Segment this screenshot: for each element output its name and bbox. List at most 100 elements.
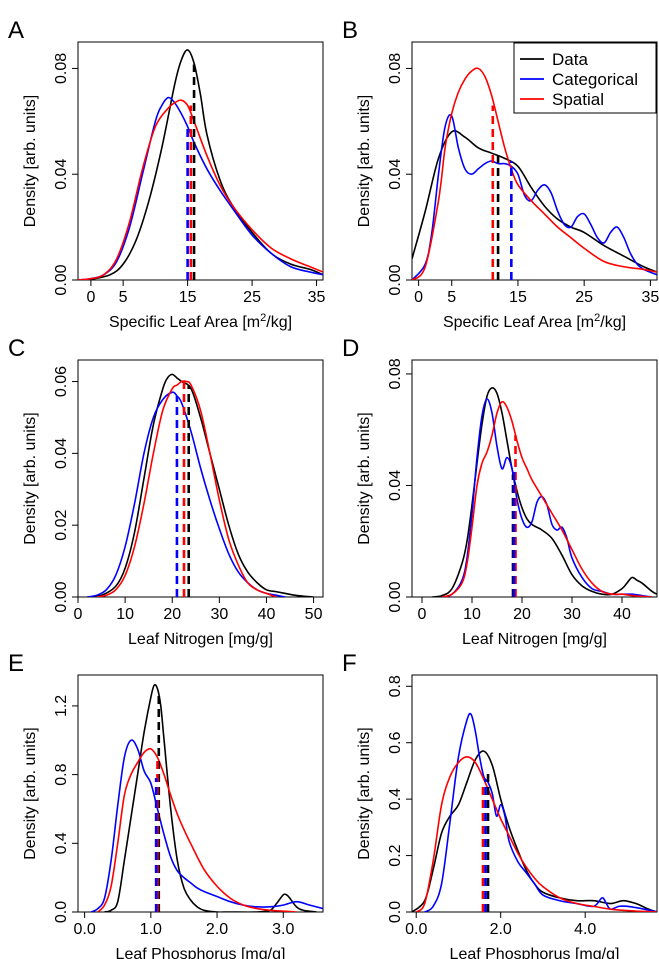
plot-frame: [411, 674, 658, 913]
x-tick-label: 10: [463, 606, 481, 623]
x-tick-label: 5: [447, 289, 456, 306]
y-tick-label: 1.2: [53, 695, 70, 717]
plot-frame: [411, 359, 658, 598]
plot-frame: [77, 674, 324, 913]
panel-a: A 0 5 15 25 35 0.00 0.04 0.08 Specific Leaf Area …: [8, 17, 326, 331]
series-spatial-curve: [415, 756, 657, 912]
x-axis-label: Specific Leaf Area [m2/kg]: [443, 312, 626, 331]
y-tick-label: 0.00: [53, 581, 70, 612]
panel-label: E: [8, 650, 24, 677]
series-data-curve: [104, 683, 317, 912]
x-tick-label: 2.0: [490, 921, 512, 938]
y-tick-label: 0.02: [53, 510, 70, 541]
panel-b: B 0 5 15 25 35 0.00 0.04 0.08 Specific Leaf Area …: [342, 17, 659, 331]
panel-label: D: [342, 335, 359, 362]
series-data-curve: [412, 750, 657, 912]
legend-label: Categorical: [552, 70, 638, 89]
series-spatial-curve: [441, 400, 653, 597]
series-group: [90, 683, 323, 912]
legend-label: Data: [552, 50, 588, 69]
x-tick-label: 0.0: [405, 921, 427, 938]
x-axis-label: Leaf Phosphorus [mg/g]: [450, 946, 620, 959]
x-tick-label: 15: [509, 289, 527, 306]
y-tick-label: 0.00: [387, 581, 404, 612]
x-tick-label: 1.0: [140, 921, 162, 938]
series-categorical-curve: [412, 114, 657, 280]
plot-frame: [77, 359, 324, 598]
panel-d: D 0 10 20 30 40 0.00 0.04 0.08 Leaf Nitrogen [mg/…: [342, 335, 658, 648]
series-categorical-curve: [424, 712, 657, 912]
x-tick-label: 10: [116, 606, 134, 623]
series-spatial-curve: [412, 67, 657, 280]
panel-e: E 0.0 1.0 2.0 3.0 0.0 0.4 0.8 1.2 Leaf Phosphorus…: [8, 650, 324, 959]
x-axis-label: Leaf Nitrogen [mg/g]: [462, 631, 607, 648]
series-categorical-curve: [441, 398, 653, 597]
y-tick-label: 0.08: [387, 358, 404, 389]
x-tick-label: 30: [563, 606, 581, 623]
y-tick-label: 0.8: [387, 675, 404, 697]
x-tick-label: 25: [243, 289, 261, 306]
x-tick-label: 0: [86, 289, 95, 306]
panel-label: F: [342, 650, 357, 677]
x-tick-label: 2.0: [206, 921, 228, 938]
plot-frame: [411, 41, 658, 281]
series-data-curve: [78, 49, 323, 280]
x-tick-label: 0.0: [73, 921, 95, 938]
y-axis-label: Density [arb. units]: [22, 727, 39, 860]
y-tick-label: 0.06: [53, 366, 70, 397]
series-categorical-curve: [78, 96, 323, 280]
series-data-curve: [412, 130, 657, 273]
panel-c: C 0 10 20 30 40 50 0.00 0.02 0.04 0.06 Leaf Nitroge…: [8, 335, 324, 648]
series-group: [431, 387, 657, 597]
y-tick-label: 0.0: [387, 901, 404, 923]
x-axis-label: Leaf Phosphorus [mg/g]: [116, 946, 286, 959]
series-group: [87, 373, 314, 597]
panel-f: F 0.0 2.0 4.0 0.0 0.2 0.4 0.6 0.8 Leaf Phosphorus…: [342, 650, 658, 959]
x-tick-label: 15: [179, 289, 197, 306]
x-tick-label: 3.0: [272, 921, 294, 938]
y-tick-label: 0.00: [53, 264, 70, 295]
legend-label: Spatial: [552, 90, 604, 109]
x-tick-label: 4.0: [574, 921, 596, 938]
x-tick-label: 25: [575, 289, 593, 306]
x-tick-label: 20: [163, 606, 181, 623]
plot-frame: [77, 41, 324, 281]
series-spatial-curve: [78, 99, 323, 280]
y-tick-label: 0.08: [53, 53, 70, 84]
panel-label: C: [8, 335, 25, 362]
series-spatial-curve: [97, 747, 297, 912]
y-tick-label: 0.4: [53, 832, 70, 854]
y-axis-label: Density [arb. units]: [22, 412, 39, 545]
x-tick-label: 30: [210, 606, 228, 623]
x-axis-label: Leaf Nitrogen [mg/g]: [128, 631, 273, 648]
y-tick-label: 0.2: [387, 844, 404, 866]
panel-label: A: [8, 17, 24, 44]
panel-label: B: [342, 17, 358, 44]
x-tick-label: 35: [641, 289, 659, 306]
y-tick-label: 0.4: [387, 788, 404, 810]
series-group: [412, 712, 657, 912]
y-tick-label: 0.04: [53, 159, 70, 190]
x-tick-label: 35: [308, 289, 326, 306]
y-tick-label: 0.6: [387, 731, 404, 753]
legend-box: [513, 42, 657, 114]
x-tick-label: 40: [613, 606, 631, 623]
series-group: [78, 49, 323, 280]
x-tick-label: 50: [305, 606, 323, 623]
x-tick-label: 0: [414, 289, 423, 306]
x-tick-label: 0: [418, 606, 427, 623]
x-tick-label: 20: [513, 606, 531, 623]
x-tick-label: 0: [74, 606, 83, 623]
x-axis-label: Specific Leaf Area [m2/kg]: [109, 312, 292, 331]
y-tick-label: 0.04: [53, 438, 70, 469]
series-spatial-curve: [96, 380, 277, 597]
y-axis-label: Density [arb. units]: [356, 727, 373, 860]
series-categorical-curve: [87, 391, 286, 597]
series-categorical-curve: [90, 739, 323, 912]
series-data-curve: [87, 373, 314, 597]
y-tick-label: 0.0: [53, 901, 70, 923]
y-axis-label: Density [arb. units]: [356, 95, 373, 228]
y-tick-label: 0.04: [387, 470, 404, 501]
